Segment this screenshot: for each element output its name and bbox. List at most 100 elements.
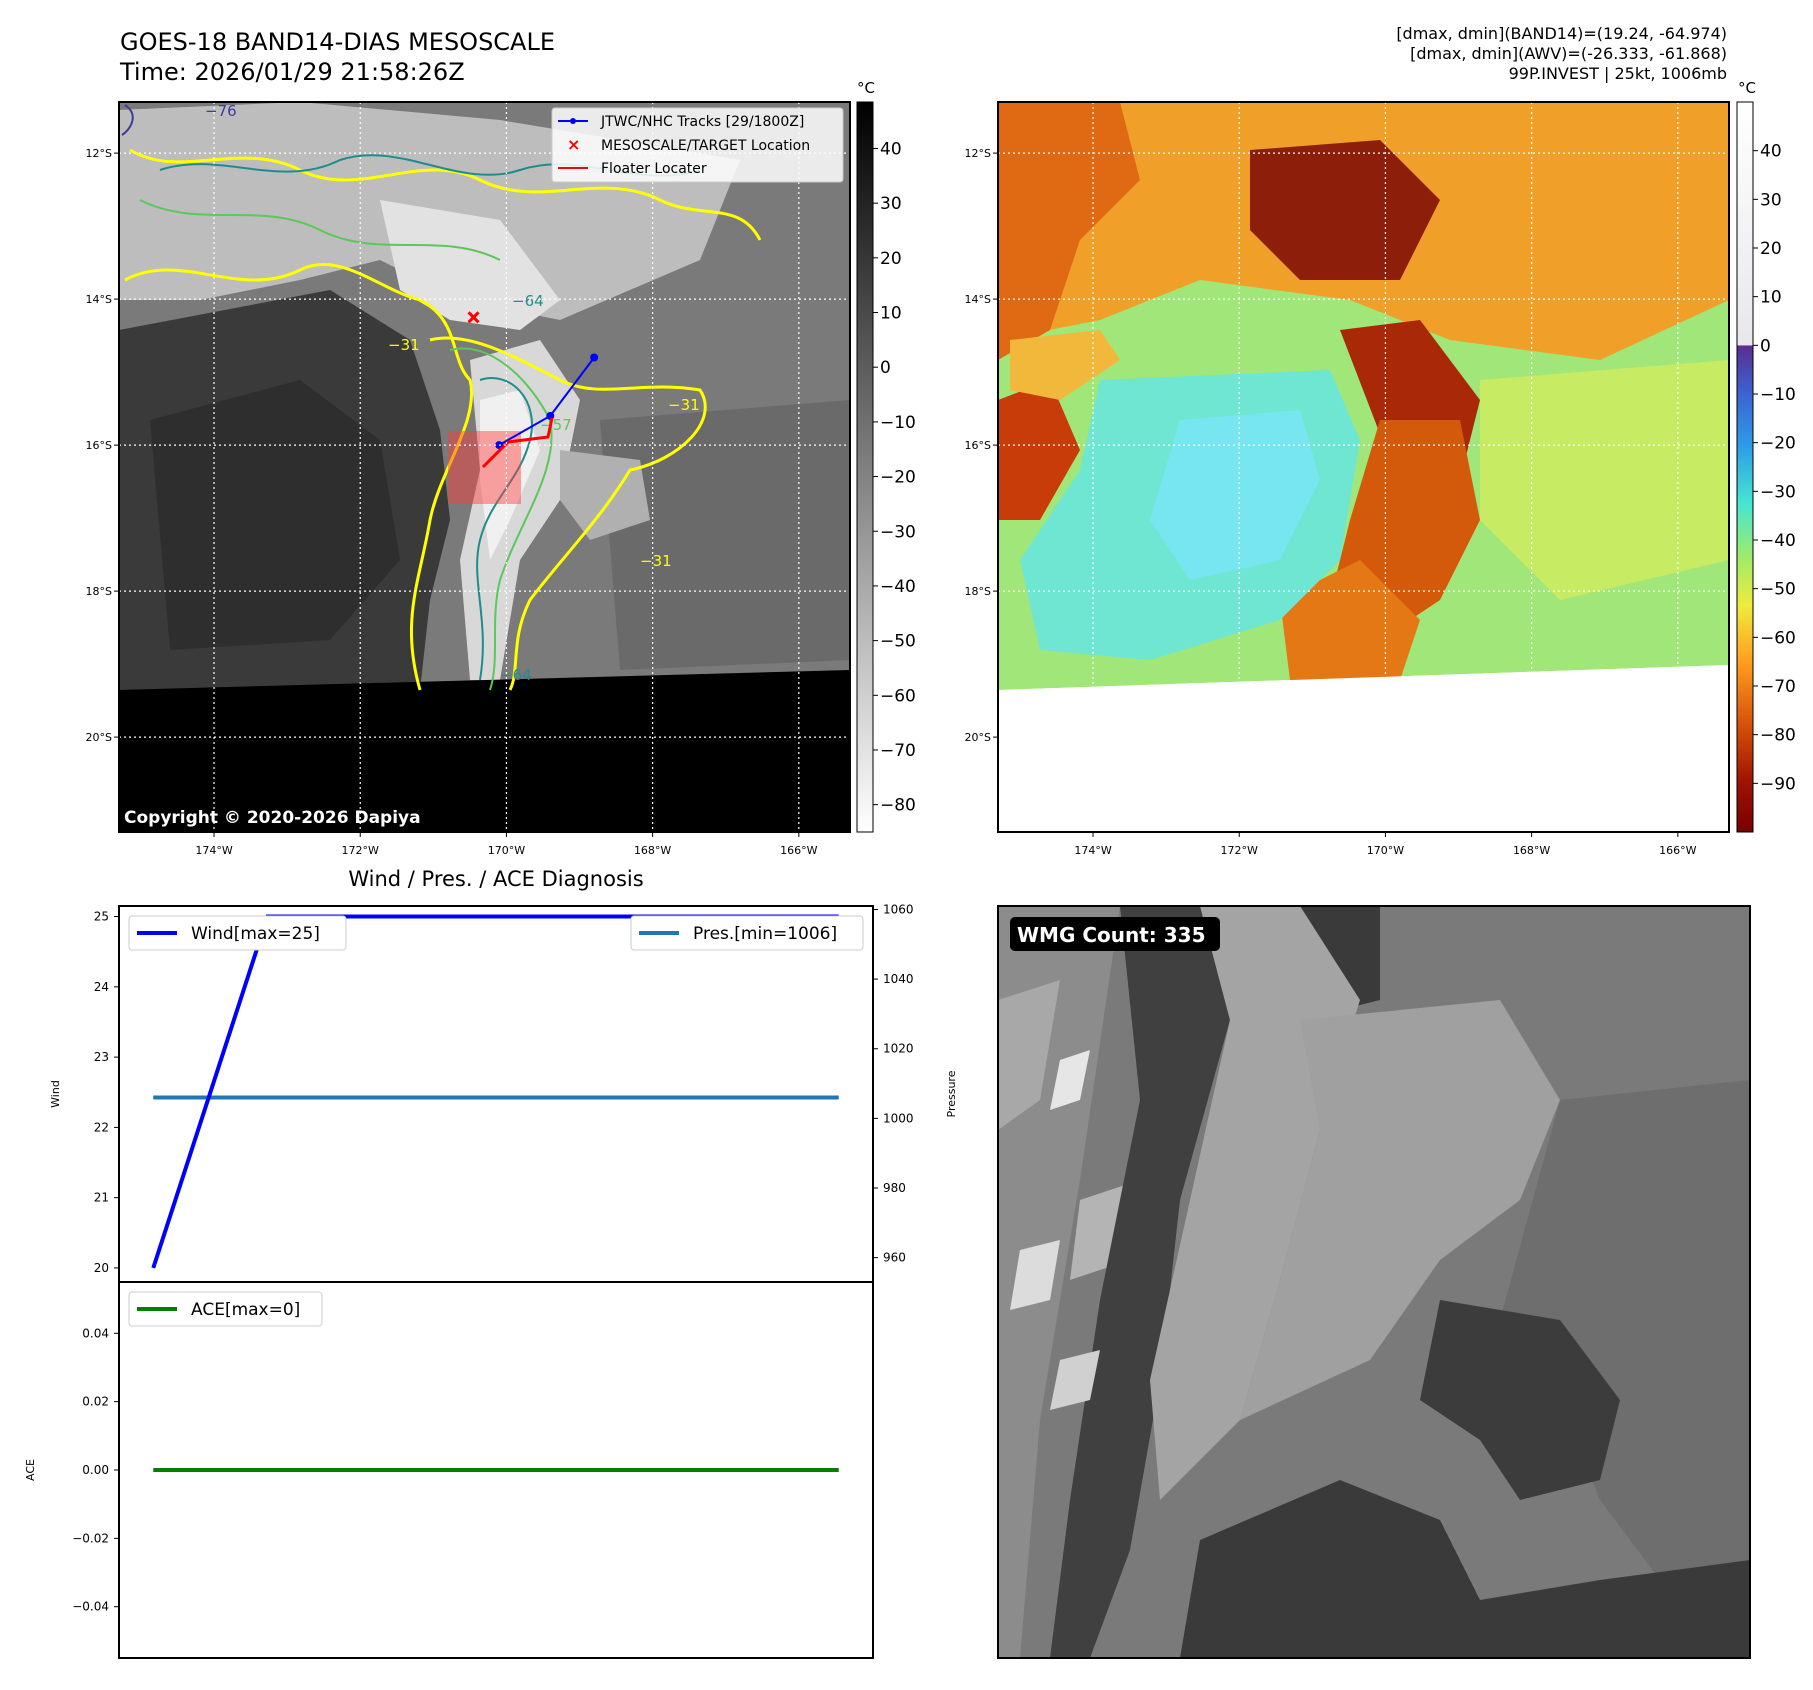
lat-tick-label: 18°S bbox=[86, 585, 112, 598]
wmg-image bbox=[998, 906, 1750, 1658]
map-gridlines bbox=[119, 102, 850, 832]
lon-tick-label: 166°W bbox=[1659, 844, 1696, 857]
legend-target-label: MESOSCALE/TARGET Location bbox=[601, 138, 810, 154]
pressure-y-label: Pressure bbox=[945, 1070, 958, 1117]
pressure-y-tick-label: 1060 bbox=[883, 902, 914, 916]
ace-y-tick-label: −0.02 bbox=[72, 1531, 109, 1545]
pressure-y-tick-label: 1020 bbox=[883, 1042, 914, 1056]
stats-band14: [dmax, dmin](BAND14)=(19.24, -64.974) bbox=[1396, 24, 1727, 43]
band14-colorbar-ticks: 40 30 20 10 0 −10 −20 −30 −40 −50 −60 −70 −80 bbox=[873, 139, 916, 816]
cbar-tick-label: −60 bbox=[1760, 628, 1796, 648]
cbar-tick-label: −20 bbox=[1760, 434, 1796, 454]
ace-legend-label: ACE[max=0] bbox=[191, 1300, 300, 1320]
lat-tick-label: 16°S bbox=[965, 439, 991, 452]
contour-label: −64 bbox=[500, 666, 532, 684]
awv-colorbar-ticks: 40 30 20 10 0 −10 −20 −30 −40 −50 −60 −70 −80 −90 bbox=[1753, 142, 1796, 794]
pressure-y-ticks: 960 980 1000 1020 1040 1060 bbox=[873, 902, 914, 1265]
cbar-tick-label: −80 bbox=[880, 796, 916, 816]
cbar-tick-label: 30 bbox=[1760, 190, 1782, 210]
wind-y-tick-label: 21 bbox=[94, 1191, 109, 1205]
cbar-tick-label: 30 bbox=[880, 194, 902, 214]
legend-track-label: JTWC/NHC Tracks [29/1800Z] bbox=[600, 114, 804, 130]
target-x-stroke bbox=[467, 311, 480, 324]
legend-floater-label: Floater Locater bbox=[601, 161, 707, 177]
contour-label: −31 bbox=[640, 552, 672, 570]
wind-pressure-axes: 20 21 22 23 24 25 960 980 1000 1020 1040 1060 Wind… bbox=[49, 902, 958, 1283]
band14-colorbar-unit: °C bbox=[857, 79, 875, 97]
cbar-tick-label: −40 bbox=[880, 577, 916, 597]
cbar-tick-label: −20 bbox=[880, 468, 916, 488]
lat-ticks-b: 12°S 14°S 16°S 18°S 20°S bbox=[965, 147, 998, 744]
awv-map-gridlines bbox=[998, 102, 1729, 832]
wind-y-tick-label: 25 bbox=[94, 910, 109, 924]
cbar-tick-label: −50 bbox=[1760, 580, 1796, 600]
band14-legend: JTWC/NHC Tracks [29/1800Z] × MESOSCALE/T… bbox=[551, 107, 844, 183]
lon-tick-label: 166°W bbox=[780, 844, 817, 857]
cbar-tick-label: −80 bbox=[1760, 726, 1796, 746]
wind-y-tick-label: 22 bbox=[94, 1120, 109, 1134]
lat-tick-label: 18°S bbox=[965, 585, 991, 598]
lat-tick-label: 14°S bbox=[965, 293, 991, 306]
pressure-y-tick-label: 1040 bbox=[883, 972, 914, 986]
ace-axes: −0.04 −0.02 0.00 0.02 0.04 ACE ACE[max=0] bbox=[24, 1281, 874, 1659]
ace-y-tick-label: 0.04 bbox=[82, 1326, 109, 1340]
cbar-tick-label: 20 bbox=[1760, 239, 1782, 259]
awv-map-frame bbox=[997, 101, 1730, 833]
wind-legend-label: Wind[max=25] bbox=[191, 924, 320, 944]
wind-y-label: Wind bbox=[49, 1080, 62, 1108]
cbar-tick-label: 0 bbox=[880, 358, 891, 378]
lat-tick-label: 20°S bbox=[86, 731, 112, 744]
track-point bbox=[546, 411, 555, 420]
lat-tick-label: 12°S bbox=[86, 147, 112, 160]
ace-y-ticks: −0.04 −0.02 0.00 0.02 0.04 bbox=[72, 1326, 119, 1614]
wind-y-tick-label: 23 bbox=[94, 1050, 109, 1064]
cbar-tick-label: −70 bbox=[880, 741, 916, 761]
ace-y-tick-label: 0.00 bbox=[82, 1463, 109, 1477]
lat-ticks-a: 12°S 14°S 16°S 18°S 20°S bbox=[86, 147, 119, 744]
cbar-tick-label: −40 bbox=[1760, 531, 1796, 551]
cbar-tick-label: −30 bbox=[880, 522, 916, 542]
lon-ticks-a: 174°W 172°W 170°W 168°W 166°W bbox=[195, 832, 818, 857]
pressure-legend-label: Pres.[min=1006] bbox=[693, 924, 837, 944]
lon-tick-label: 170°W bbox=[1367, 844, 1404, 857]
lon-tick-label: 172°W bbox=[1221, 844, 1258, 857]
cbar-tick-label: −10 bbox=[1760, 385, 1796, 405]
contour-label: −64 bbox=[512, 292, 544, 310]
figure-title: GOES-18 BAND14-DIAS MESOSCALE bbox=[120, 28, 555, 56]
wind-y-ticks: 20 21 22 23 24 25 bbox=[94, 910, 119, 1275]
cbar-tick-label: −60 bbox=[880, 686, 916, 706]
band14-colorbar bbox=[856, 101, 874, 833]
cbar-tick-label: 10 bbox=[880, 304, 902, 324]
contour-label: −31 bbox=[668, 396, 700, 414]
copyright-text: Copyright © 2020-2026 Dapiya bbox=[124, 808, 421, 828]
cbar-tick-label: −10 bbox=[880, 413, 916, 433]
cbar-tick-label: 10 bbox=[1760, 288, 1782, 308]
contour-label: −31 bbox=[388, 336, 420, 354]
target-location-marker bbox=[467, 311, 480, 324]
cbar-tick-label: 40 bbox=[1760, 142, 1782, 162]
awv-colorbar-unit: °C bbox=[1738, 79, 1756, 97]
lat-tick-label: 16°S bbox=[86, 439, 112, 452]
lat-tick-label: 14°S bbox=[86, 293, 112, 306]
wmg-frame bbox=[997, 905, 1751, 1659]
pressure-y-tick-label: 1000 bbox=[883, 1111, 914, 1125]
track-point bbox=[590, 353, 599, 362]
cbar-tick-label: −90 bbox=[1760, 774, 1796, 794]
lon-tick-label: 174°W bbox=[1074, 844, 1111, 857]
lon-ticks-b: 174°W 172°W 170°W 168°W 166°W bbox=[1074, 832, 1697, 857]
band14-map-frame bbox=[118, 101, 851, 833]
awv-map bbox=[998, 102, 1729, 832]
awv-colorbar bbox=[1736, 101, 1754, 833]
lon-tick-label: 170°W bbox=[488, 844, 525, 857]
ace-y-tick-label: −0.04 bbox=[72, 1600, 109, 1614]
ace-y-label: ACE bbox=[24, 1459, 37, 1481]
cbar-tick-label: 0 bbox=[1760, 336, 1771, 356]
wind-y-tick-label: 20 bbox=[94, 1261, 109, 1275]
pressure-y-tick-label: 960 bbox=[883, 1251, 906, 1265]
contour-label: −76 bbox=[205, 102, 237, 120]
lat-tick-label: 20°S bbox=[965, 731, 991, 744]
lon-tick-label: 174°W bbox=[195, 844, 232, 857]
figure-time: Time: 2026/01/29 21:58:26Z bbox=[119, 58, 465, 86]
contour-label: −57 bbox=[540, 416, 572, 434]
wind-y-tick-label: 24 bbox=[94, 980, 109, 994]
